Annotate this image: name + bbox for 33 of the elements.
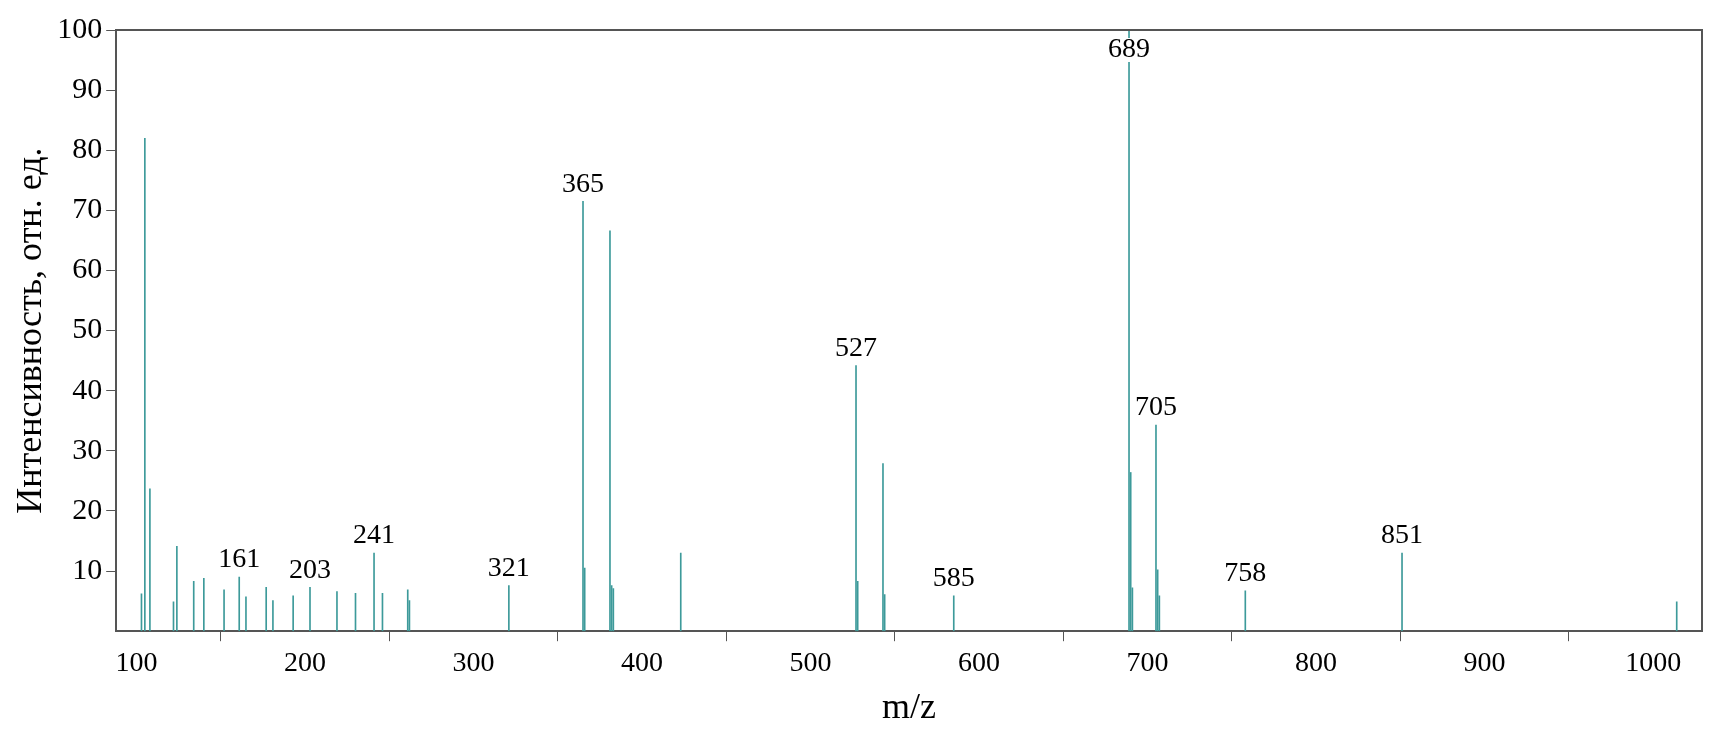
y-tick-label: 10 [72, 551, 103, 585]
y-tick-label: 40 [72, 371, 103, 405]
x-tick-label: 600 [958, 646, 1001, 678]
y-tick-label: 100 [57, 10, 103, 44]
x-tick-label: 700 [1126, 646, 1169, 678]
annotation: 241 [353, 518, 396, 550]
y-tick-label: 80 [72, 131, 103, 165]
y-tick-label: 90 [72, 71, 103, 104]
y-axis-title: Интенсивность, отн. ед. [9, 147, 50, 514]
x-tick-label: 900 [1463, 646, 1506, 678]
annotation: 527 [835, 330, 878, 362]
x-axis-title: m/z [882, 685, 937, 726]
annotation: 705 [1134, 390, 1177, 422]
annotation: 203 [289, 552, 331, 584]
x-tick-label: 300 [452, 646, 495, 678]
y-tick-label: 50 [72, 311, 103, 345]
x-tick-label: 100 [115, 646, 158, 678]
annotation: 321 [487, 550, 530, 582]
y-tick-label: 70 [72, 191, 103, 225]
y-tick-label: 60 [72, 251, 103, 285]
annotation: 689 [1108, 32, 1151, 64]
annotation: 758 [1224, 556, 1267, 588]
x-tick-label: 400 [620, 646, 663, 678]
x-tick-label: 1000 [1625, 646, 1682, 678]
x-tick-label: 200 [283, 646, 326, 678]
annotation: 585 [932, 561, 975, 593]
annotation: 365 [562, 166, 605, 198]
x-tick-label: 500 [789, 646, 832, 678]
annotation: 851 [1381, 518, 1424, 550]
x-tick-label: 800 [1295, 646, 1338, 678]
annotation: 161 [218, 542, 261, 574]
y-tick-label: 20 [72, 491, 103, 525]
y-tick-label: 30 [72, 431, 103, 465]
